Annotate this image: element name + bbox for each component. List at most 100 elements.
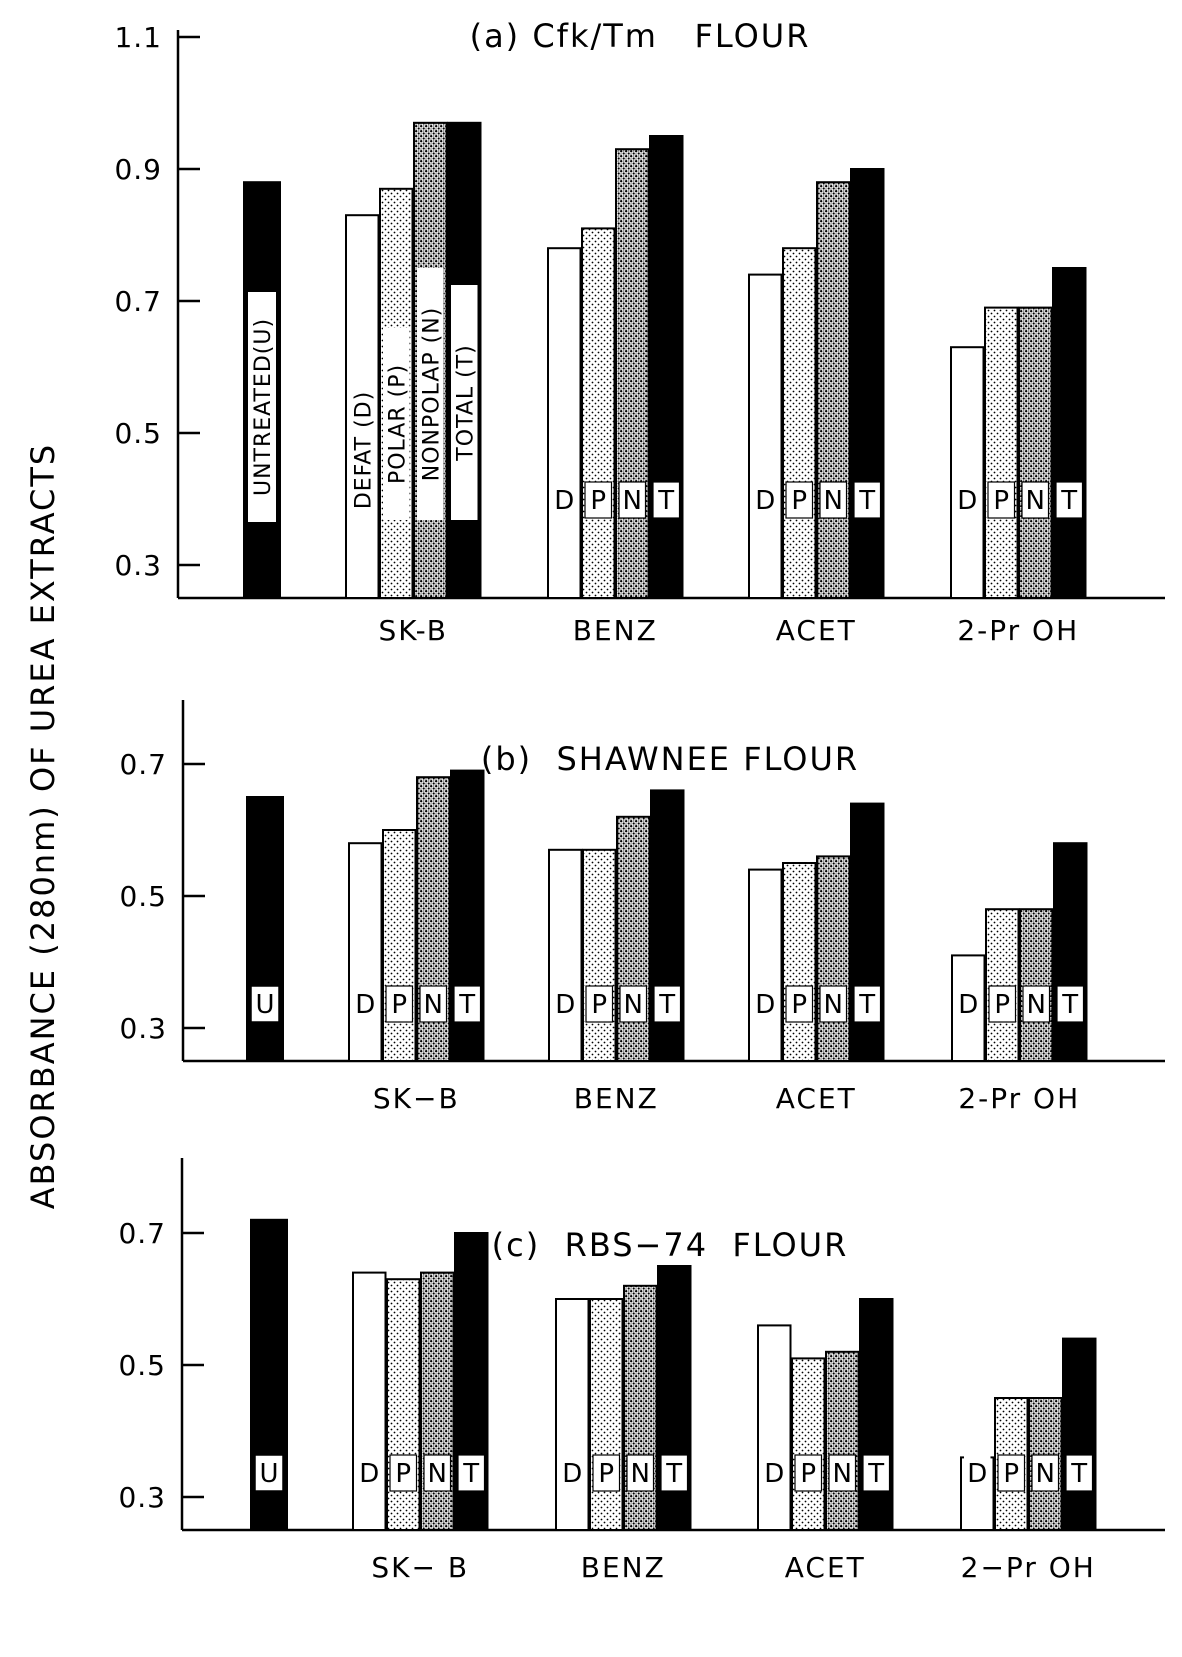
treatment-label: TOTAL (T) (453, 344, 478, 461)
bar-letter-box (1021, 481, 1050, 519)
bar-D-1 (548, 848, 583, 1062)
bar-letter: D (555, 990, 575, 1020)
category-label: BENZ (573, 614, 658, 647)
bar-letter-box (385, 985, 414, 1023)
bar-P-3 (985, 908, 1020, 1063)
bar-letter-box (761, 1455, 788, 1491)
bar-letter: P (800, 1459, 816, 1489)
bar-letter-box (1031, 1454, 1060, 1492)
bar-letter: T (858, 486, 875, 516)
bar-letter: D (562, 1459, 582, 1489)
category-label: BENZ (574, 1082, 659, 1115)
bar-letter: D (755, 990, 775, 1020)
bar-letter-box (862, 1454, 891, 1492)
bar-letter-box (419, 985, 448, 1023)
bar-letter-box (828, 1454, 857, 1492)
bar-letter-box (652, 481, 681, 519)
category-label: 2-Pr OH (958, 1082, 1080, 1115)
control-label-box (254, 1454, 284, 1492)
bar-letter-box (954, 482, 981, 518)
control-label-box (248, 292, 276, 522)
bar-N-2 (816, 855, 851, 1063)
bar-P-1 (581, 227, 616, 599)
y-tick-label: 0.7 (114, 285, 162, 318)
treatment-label-box (349, 380, 376, 520)
bar-letter: D (755, 486, 775, 516)
bar-letter: T (657, 486, 674, 516)
control-label: UNTREATED(U) (251, 318, 276, 496)
y-tick-label: 1.1 (114, 21, 162, 54)
bar-letter: N (1026, 486, 1045, 516)
bar-letter: T (658, 990, 675, 1020)
bar-letter: P (598, 1459, 614, 1489)
bar-letter: P (993, 486, 1009, 516)
bar-letter-box (619, 985, 648, 1023)
bar-T-1 (649, 135, 684, 599)
bar-letter-box (389, 1454, 418, 1492)
bar-letter: D (359, 1459, 379, 1489)
bar-T-3 (1062, 1337, 1097, 1531)
panel-c: (c) RBS−74 FLOUR 0.30.50.7U D P N TSK− BD P N T… (118, 1158, 1165, 1584)
bar-letter: P (591, 990, 607, 1020)
treatment-label-box (417, 268, 444, 520)
bar-D-1 (547, 247, 582, 599)
bar-letter: P (1003, 1459, 1019, 1489)
bar-N-1 (615, 148, 650, 599)
y-tick-label: 0.5 (118, 1349, 166, 1382)
bar-P-1 (582, 848, 617, 1062)
y-axis-label: ABSORBANCE (280nm) OF UREA EXTRACTS (24, 443, 62, 1210)
bar-T-2 (859, 1298, 894, 1531)
category-label: SK-B (378, 614, 448, 647)
bar-letter-box (964, 1455, 991, 1491)
bar-letter-box (752, 482, 779, 518)
control-label-box (250, 985, 280, 1023)
bar-letter-box (457, 1454, 486, 1492)
bar-letter-box (1055, 481, 1084, 519)
bar-letter-box (584, 481, 613, 519)
bar-letter-box (423, 1454, 452, 1492)
bar-P-0 (386, 1278, 421, 1531)
bar-letter: N (824, 990, 843, 1020)
bar-P-2 (791, 1357, 826, 1532)
y-tick-label: 0.5 (119, 880, 167, 913)
bar-N-1 (616, 815, 651, 1062)
bar-D-0 (348, 842, 383, 1063)
y-tick-label: 0.3 (119, 1012, 167, 1045)
bar-letter-box (592, 1454, 621, 1492)
bar-letter: T (1070, 1459, 1087, 1489)
bar-letter-box (551, 482, 578, 518)
bar-letter: N (631, 1459, 650, 1489)
y-tick-label: 0.7 (119, 748, 167, 781)
bar-P-3 (984, 306, 1019, 599)
bar-letter-box (356, 1455, 383, 1491)
bar-letter-box (352, 986, 379, 1022)
bar-letter-box (955, 986, 982, 1022)
y-tick-label: 0.3 (114, 549, 162, 582)
treatment-label: NONPOLAP (N) (419, 307, 444, 482)
bar-T-3 (1052, 267, 1087, 599)
bar-letter: N (824, 486, 843, 516)
panel-b: (b) SHAWNEE FLOUR 0.30.50.7U D P N TSK−BD P N T… (119, 700, 1165, 1115)
bar-letter: N (1036, 1459, 1055, 1489)
bar-D-2 (757, 1324, 792, 1532)
bar-P-0 (382, 829, 417, 1062)
bar-letter: T (462, 1459, 479, 1489)
bar-letter-box (853, 481, 882, 519)
bar-letter-box (819, 481, 848, 519)
bar-letter-box (987, 481, 1016, 519)
category-label: SK− B (371, 1551, 469, 1584)
bar-letter: P (994, 990, 1010, 1020)
bar-letter: N (428, 1459, 447, 1489)
bar-P-1 (589, 1298, 624, 1531)
bar-letter: D (967, 1459, 987, 1489)
bar-letter-box (785, 985, 814, 1023)
bar-letter: P (395, 1459, 411, 1489)
y-tick-label: 0.5 (114, 417, 162, 450)
category-label: ACET (776, 614, 857, 647)
y-tick-label: 0.7 (118, 1217, 166, 1250)
bar-letter-box (1065, 1454, 1094, 1492)
bar-letter-box (1056, 985, 1085, 1023)
bar-letter: D (355, 990, 375, 1020)
bar-D-3 (950, 346, 985, 600)
